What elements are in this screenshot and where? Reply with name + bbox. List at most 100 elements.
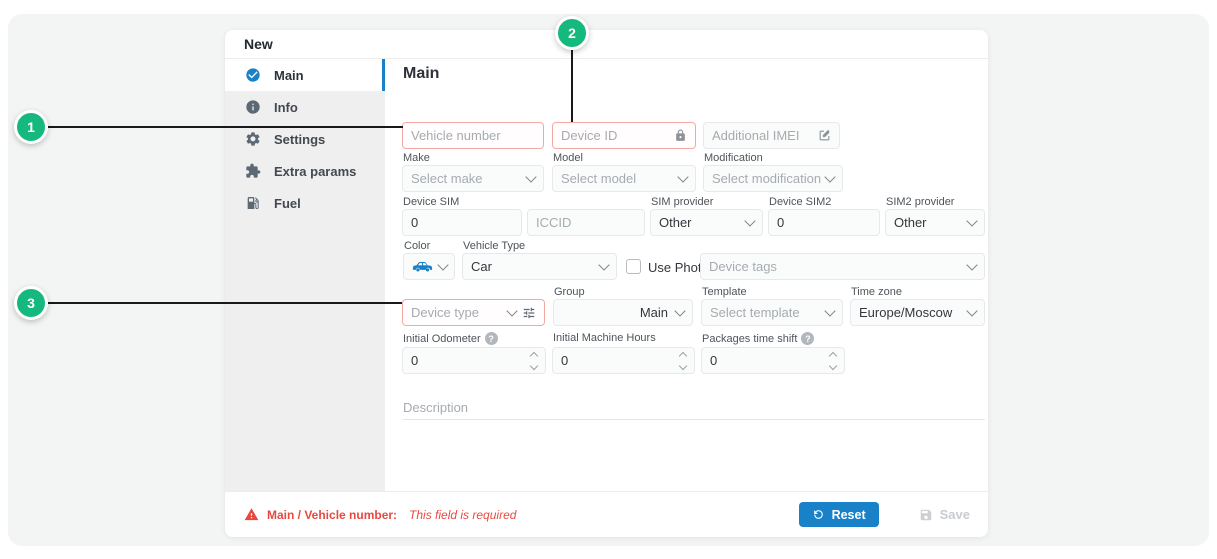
template-select[interactable]: Select template (701, 299, 843, 326)
iccid-field (527, 209, 645, 236)
sidebar-item-settings[interactable]: Settings (225, 123, 385, 155)
initial-odometer-label: Initial Odometer ? (403, 332, 498, 345)
sim-provider-select[interactable]: Other (650, 209, 763, 236)
chevron-down-icon (824, 304, 836, 317)
chevron-down-icon (437, 258, 449, 271)
model-select[interactable]: Select model (552, 165, 696, 192)
time-zone-label: Time zone (851, 286, 902, 298)
chevron-down-icon (674, 304, 686, 317)
dialog-title: New (225, 30, 988, 59)
sidebar-item-extra-params[interactable]: Extra params (225, 155, 385, 187)
device-sim-input[interactable] (411, 215, 513, 230)
sidebar-item-fuel[interactable]: Fuel (225, 187, 385, 219)
model-label: Model (553, 152, 583, 164)
device-sim2-field (768, 209, 880, 236)
sidebar-item-label: Fuel (274, 195, 301, 211)
modification-select[interactable]: Select modification (703, 165, 843, 192)
color-select[interactable] (403, 253, 455, 280)
vehicle-number-input[interactable] (411, 128, 535, 143)
device-sim-label: Device SIM (403, 196, 460, 208)
chevron-down-icon (966, 214, 978, 227)
fuel-pump-icon (245, 195, 261, 211)
additional-imei-field (703, 122, 840, 149)
chevron-down-icon (598, 258, 610, 271)
check-circle-icon (245, 67, 261, 83)
device-id-field (552, 122, 696, 149)
warning-field-name: Main / Vehicle number: (267, 507, 398, 522)
iccid-input[interactable] (536, 215, 636, 230)
use-photo-checkbox[interactable] (626, 259, 641, 274)
time-zone-select[interactable]: Europe/Moscow (850, 299, 985, 326)
page-title: Main (403, 65, 440, 82)
additional-imei-input[interactable] (712, 128, 812, 143)
number-spinner[interactable] (674, 351, 688, 370)
packages-time-shift-field (701, 347, 845, 374)
device-type-select[interactable]: Device type (402, 299, 545, 326)
dialog-footer: Main / Vehicle number: This field is req… (225, 491, 988, 537)
sim2-provider-label: SIM2 provider (886, 196, 955, 208)
chevron-down-icon (966, 304, 978, 317)
make-label: Make (403, 152, 430, 164)
edit-icon[interactable] (818, 129, 831, 142)
use-photo-label: Use Photo (648, 260, 709, 275)
vehicle-number-field (402, 122, 544, 149)
sidebar-item-label: Info (274, 99, 298, 115)
lock-icon (674, 129, 687, 142)
sim2-provider-select[interactable]: Other (885, 209, 985, 236)
template-label: Template (702, 286, 747, 298)
initial-odometer-input[interactable] (411, 353, 525, 368)
callout-line-3 (48, 302, 402, 304)
chevron-down-icon (506, 304, 518, 317)
description-input[interactable] (403, 395, 985, 420)
callout-badge-3: 3 (14, 286, 48, 320)
modification-label: Modification (704, 152, 763, 164)
device-tags-select[interactable]: Device tags (700, 253, 985, 280)
footer-buttons: Reset Save (798, 502, 974, 527)
reset-button[interactable]: Reset (798, 502, 879, 527)
packages-time-shift-label: Packages time shift ? (702, 332, 815, 345)
callout-badge-2: 2 (555, 16, 589, 50)
initial-machine-hours-input[interactable] (561, 353, 674, 368)
number-spinner[interactable] (525, 351, 539, 370)
chevron-down-icon (525, 170, 537, 183)
warning-triangle-icon (244, 507, 259, 522)
device-sim-field (402, 209, 522, 236)
sidebar-item-main[interactable]: Main (225, 59, 385, 91)
device-id-input[interactable] (561, 128, 668, 143)
packages-time-shift-input[interactable] (710, 353, 824, 368)
group-label: Group (554, 286, 585, 298)
group-select[interactable]: Main (553, 299, 693, 326)
initial-machine-hours-field (552, 347, 695, 374)
help-icon[interactable]: ? (484, 332, 498, 345)
number-spinner[interactable] (824, 351, 838, 370)
make-select[interactable]: Select make (402, 165, 544, 192)
vehicle-type-label: Vehicle Type (463, 240, 526, 252)
device-sim2-input[interactable] (777, 215, 871, 230)
sliders-icon[interactable] (522, 306, 536, 320)
reset-icon (812, 508, 825, 521)
validation-warning: Main / Vehicle number: This field is req… (244, 507, 516, 522)
chevron-down-icon (744, 214, 756, 227)
dialog-body: Main Info Settings (225, 59, 988, 491)
chevron-down-icon (677, 170, 689, 183)
main-tab-content: Main Make (385, 59, 988, 491)
gear-icon (245, 131, 261, 147)
puzzle-icon (245, 163, 261, 179)
save-button[interactable]: Save (915, 502, 974, 527)
callout-line-2 (571, 50, 573, 122)
save-icon (919, 508, 933, 522)
chevron-down-icon (966, 258, 978, 271)
initial-machine-hours-label: Initial Machine Hours (553, 332, 656, 344)
new-device-dialog: New Main Info (225, 30, 988, 537)
help-icon[interactable]: ? (801, 332, 815, 345)
car-color-icon (411, 260, 434, 273)
sidebar-item-label: Extra params (274, 163, 357, 179)
info-circle-icon (245, 99, 261, 115)
callout-badge-1: 1 (14, 110, 48, 144)
sidebar-item-label: Settings (274, 131, 326, 147)
sidebar-item-label: Main (274, 67, 304, 83)
color-label: Color (404, 240, 431, 252)
sidebar-item-info[interactable]: Info (225, 91, 385, 123)
vehicle-type-select[interactable]: Car (462, 253, 617, 280)
